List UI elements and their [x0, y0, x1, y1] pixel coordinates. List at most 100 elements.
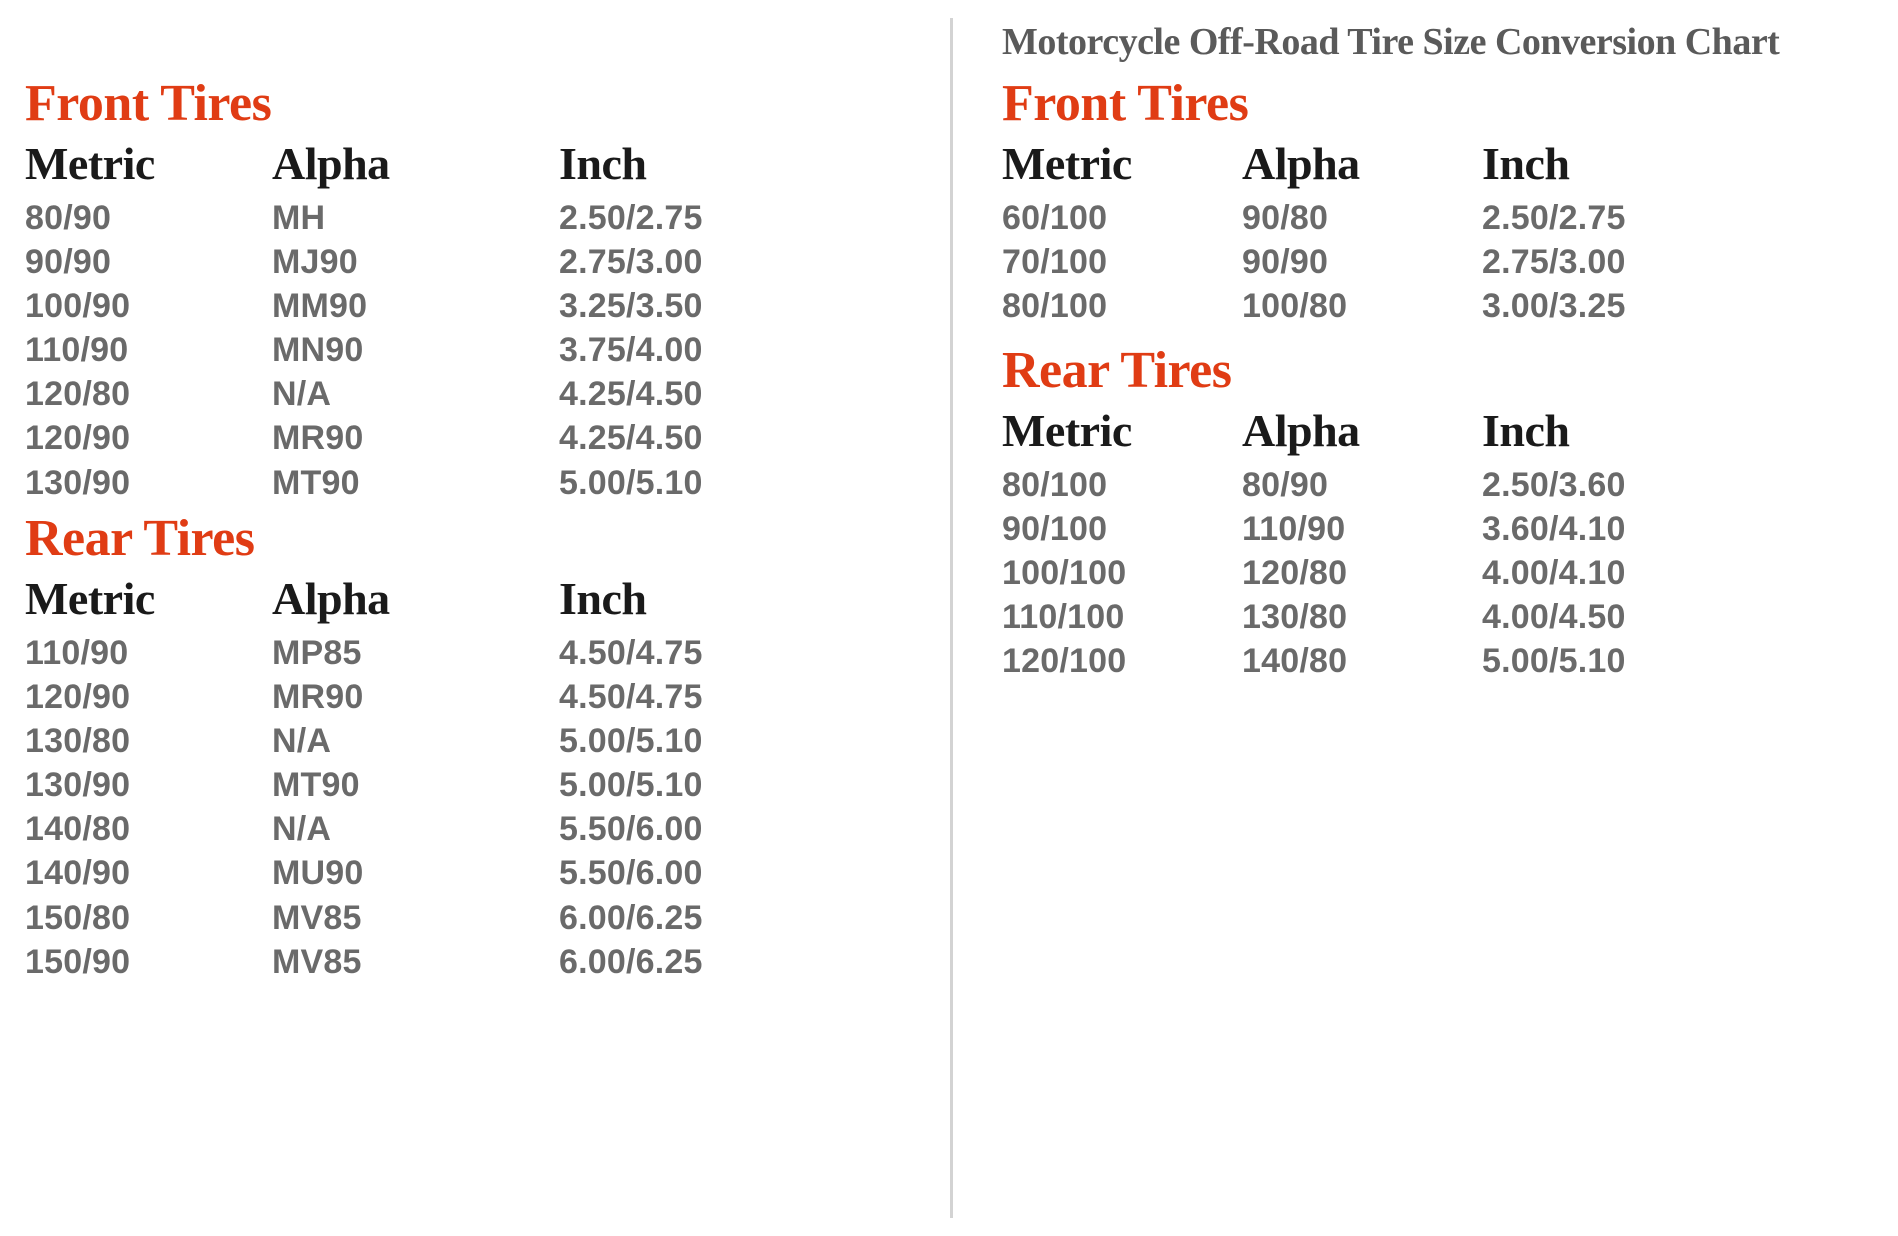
- table-row: 140/90 MU90 5.50/6.00: [25, 851, 905, 895]
- cell-metric: 100/90: [25, 286, 131, 325]
- left-front-tires-section: Front Tires Metric Alpha Inch 80/90: [25, 78, 905, 505]
- table-row: 90/100 110/90 3.60/4.10: [1002, 507, 1822, 551]
- left-front-tires-heading: Front Tires: [25, 75, 272, 132]
- table-row: 110/90 MP85 4.50/4.75: [25, 631, 905, 675]
- table-row: 100/100 120/80 4.00/4.10: [1002, 551, 1822, 595]
- cell-alpha: MU90: [272, 854, 364, 893]
- cell-inch: 2.50/2.75: [559, 198, 703, 237]
- cell-alpha: MH: [272, 198, 326, 237]
- cell-metric: 130/90: [25, 463, 131, 502]
- cell-metric: 60/100: [1002, 198, 1108, 237]
- cell-metric: 130/80: [25, 721, 131, 760]
- left-rear-tires-heading: Rear Tires: [25, 510, 255, 567]
- vertical-divider: [950, 18, 953, 1218]
- cell-inch: 2.75/3.00: [559, 242, 703, 281]
- column-header-alpha: Alpha: [1242, 405, 1360, 456]
- cell-inch: 3.00/3.25: [1482, 286, 1626, 325]
- cell-alpha: 90/80: [1242, 198, 1329, 237]
- table-row: 120/90 MR90 4.50/4.75: [25, 675, 905, 719]
- table-row: 130/90 MT90 5.00/5.10: [25, 763, 905, 807]
- column-header-metric: Metric: [25, 138, 155, 189]
- cell-metric: 120/90: [25, 677, 131, 716]
- table-row: 80/90 MH 2.50/2.75: [25, 196, 905, 240]
- cell-metric: 130/90: [25, 766, 131, 805]
- cell-alpha: MT90: [272, 766, 360, 805]
- column-header-inch: Inch: [1482, 138, 1570, 189]
- left-front-tires-table: Metric Alpha Inch 80/90 MH 2.50/2.75 90/…: [25, 138, 905, 505]
- table-row: 110/100 130/80 4.00/4.50: [1002, 595, 1822, 639]
- cell-metric: 100/100: [1002, 553, 1127, 592]
- table-row: 150/80 MV85 6.00/6.25: [25, 896, 905, 940]
- table-row: 80/100 80/90 2.50/3.60: [1002, 463, 1822, 507]
- cell-alpha: 140/80: [1242, 642, 1348, 681]
- table-header-row: Metric Alpha Inch: [25, 138, 905, 190]
- cell-inch: 4.50/4.75: [559, 677, 703, 716]
- table-row: 90/90 MJ90 2.75/3.00: [25, 240, 905, 284]
- cell-alpha: MJ90: [272, 242, 358, 281]
- cell-alpha: 130/80: [1242, 598, 1348, 637]
- cell-alpha: 120/80: [1242, 553, 1348, 592]
- cell-metric: 120/100: [1002, 642, 1127, 681]
- cell-alpha: MR90: [272, 677, 364, 716]
- cell-alpha: 90/90: [1242, 242, 1329, 281]
- cell-inch: 2.50/2.75: [1482, 198, 1626, 237]
- column-header-inch: Inch: [559, 138, 647, 189]
- column-header-metric: Metric: [1002, 405, 1132, 456]
- cell-metric: 90/90: [25, 242, 112, 281]
- table-row: 120/100 140/80 5.00/5.10: [1002, 639, 1822, 683]
- table-header-row: Metric Alpha Inch: [1002, 138, 1822, 190]
- table-row: 130/80 N/A 5.00/5.10: [25, 719, 905, 763]
- cell-inch: 6.00/6.25: [559, 942, 703, 981]
- table-row: 70/100 90/90 2.75/3.00: [1002, 240, 1822, 284]
- cell-metric: 150/80: [25, 898, 131, 937]
- column-header-inch: Inch: [1482, 405, 1570, 456]
- table-row: 80/100 100/80 3.00/3.25: [1002, 284, 1822, 328]
- table-header-row: Metric Alpha Inch: [1002, 405, 1822, 457]
- right-front-tires-section: Front Tires Metric Alpha Inch 60/100: [1002, 78, 1822, 328]
- table-header-row: Metric Alpha Inch: [25, 573, 905, 625]
- table-row: 120/80 N/A 4.25/4.50: [25, 372, 905, 416]
- column-header-alpha: Alpha: [272, 573, 390, 624]
- cell-metric: 80/90: [25, 198, 112, 237]
- right-front-tires-body: 60/100 90/80 2.50/2.75 70/100 90/90 2.75…: [1002, 196, 1822, 329]
- column-header-inch: Inch: [559, 573, 647, 624]
- left-rear-tires-table: Metric Alpha Inch 110/90 MP85 4.50/4.75 …: [25, 573, 905, 984]
- cell-inch: 5.00/5.10: [559, 721, 703, 760]
- table-row: 130/90 MT90 5.00/5.10: [25, 461, 905, 505]
- cell-metric: 70/100: [1002, 242, 1108, 281]
- table-row: 120/90 MR90 4.25/4.50: [25, 416, 905, 460]
- cell-alpha: MM90: [272, 286, 368, 325]
- cell-metric: 110/100: [1002, 598, 1125, 637]
- cell-inch: 3.75/4.00: [559, 331, 703, 370]
- cell-alpha: MV85: [272, 898, 362, 937]
- cell-inch: 4.25/4.50: [559, 419, 703, 458]
- cell-metric: 80/100: [1002, 286, 1108, 325]
- cell-alpha: 80/90: [1242, 465, 1329, 504]
- cell-inch: 2.50/3.60: [1482, 465, 1626, 504]
- column-header-metric: Metric: [25, 573, 155, 624]
- cell-inch: 3.60/4.10: [1482, 509, 1626, 548]
- cell-alpha: 100/80: [1242, 286, 1348, 325]
- cell-inch: 4.25/4.50: [559, 375, 703, 414]
- cell-alpha: MP85: [272, 633, 362, 672]
- cell-metric: 80/100: [1002, 465, 1108, 504]
- cell-alpha: N/A: [272, 375, 332, 414]
- cell-metric: 120/80: [25, 375, 131, 414]
- cell-inch: 5.00/5.10: [1482, 642, 1626, 681]
- cell-alpha: MV85: [272, 942, 362, 981]
- right-rear-tires-heading: Rear Tires: [1002, 342, 1232, 399]
- cell-inch: 3.25/3.50: [559, 286, 703, 325]
- cell-metric: 150/90: [25, 942, 131, 981]
- right-rear-tires-table: Metric Alpha Inch 80/100 80/90 2.50/3.60…: [1002, 405, 1822, 683]
- cell-metric: 110/90: [25, 331, 129, 370]
- right-rear-tires-section: Rear Tires Metric Alpha Inch 80/100: [1002, 345, 1822, 683]
- column-header-metric: Metric: [1002, 138, 1132, 189]
- cell-metric: 140/90: [25, 854, 131, 893]
- left-rear-tires-section: Rear Tires Metric Alpha Inch 110/90: [25, 513, 905, 984]
- cell-inch: 5.00/5.10: [559, 463, 703, 502]
- cell-metric: 120/90: [25, 419, 131, 458]
- table-row: 110/90 MN90 3.75/4.00: [25, 328, 905, 372]
- cell-alpha: N/A: [272, 810, 332, 849]
- right-front-tires-heading: Front Tires: [1002, 75, 1249, 132]
